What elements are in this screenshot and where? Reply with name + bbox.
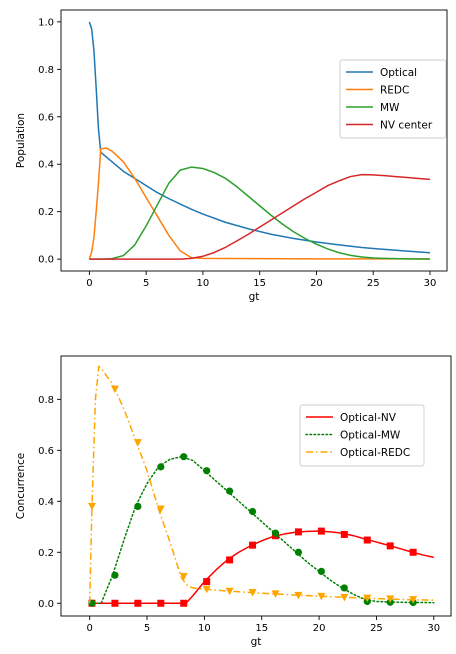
data-point-optical-nv bbox=[409, 548, 417, 556]
legend-label: Optical-NV bbox=[340, 412, 397, 424]
data-point-optical-redc bbox=[363, 594, 372, 603]
y-axis-label: Concurrence bbox=[15, 453, 27, 519]
data-point-optical-redc bbox=[317, 592, 326, 601]
y-tick-label: 0.4 bbox=[38, 160, 54, 171]
x-tick-label: 0 bbox=[86, 623, 92, 634]
series-line-mw bbox=[89, 166, 430, 260]
data-point-optical-nv bbox=[157, 599, 165, 607]
data-point-optical-nv bbox=[249, 541, 257, 549]
x-tick-label: 5 bbox=[144, 623, 150, 634]
x-tick-label: 5 bbox=[143, 278, 149, 289]
x-tick-label: 0 bbox=[86, 278, 92, 289]
data-point-optical-redc bbox=[248, 589, 257, 597]
x-tick-label: 20 bbox=[313, 623, 326, 634]
data-point-optical-redc bbox=[110, 385, 119, 394]
data-point-optical-nv bbox=[134, 599, 142, 607]
data-point-optical-mw bbox=[157, 463, 165, 471]
data-point-optical-nv bbox=[363, 536, 371, 544]
data-point-optical-mw bbox=[271, 529, 280, 537]
legend-label: MW bbox=[380, 102, 400, 114]
data-point-optical-nv bbox=[180, 599, 188, 607]
chart-2: 0 5 10 15 20 25 30 0.0 0.2 0.4 0.6 0.8 gt Concurrence… bbox=[15, 355, 452, 648]
legend: Optical REDC MW NV center bbox=[339, 59, 447, 139]
y-tick-label: 0.6 bbox=[38, 112, 54, 123]
x-tick-label: 25 bbox=[367, 278, 380, 289]
x-tick-label: 30 bbox=[427, 623, 440, 634]
data-point-optical-mw bbox=[294, 548, 303, 556]
data-point-optical-nv bbox=[294, 528, 302, 536]
data-point-optical-redc bbox=[202, 585, 211, 594]
data-point-optical-nv bbox=[226, 556, 234, 564]
x-axis-label: gt bbox=[249, 291, 260, 303]
series-line-redc bbox=[88, 147, 430, 260]
data-point-optical-mw bbox=[248, 507, 257, 516]
x-axis-label: gt bbox=[251, 636, 262, 648]
y-tick-label: 0.0 bbox=[38, 255, 54, 266]
data-point-optical-redc bbox=[340, 593, 349, 602]
data-point-optical-nv bbox=[111, 599, 119, 607]
legend-box bbox=[339, 59, 447, 139]
plot-frame bbox=[60, 9, 448, 272]
legend-label: NV center bbox=[380, 120, 433, 132]
y-tick-label: 0.8 bbox=[38, 395, 54, 406]
data-point-optical-mw bbox=[134, 502, 142, 510]
x-tick-label: 10 bbox=[197, 278, 210, 289]
series-line-optical-nv bbox=[89, 530, 434, 604]
data-point-optical-nv bbox=[340, 530, 348, 538]
data-point-optical-redc bbox=[271, 590, 280, 598]
y-tick-label: 1.0 bbox=[38, 17, 54, 28]
data-point-optical-mw bbox=[111, 571, 119, 579]
y-tick-label: 0.0 bbox=[38, 599, 54, 610]
y-tick-label: 0.2 bbox=[38, 207, 54, 218]
x-tick-label: 10 bbox=[198, 623, 211, 634]
x-tick-label: 15 bbox=[253, 278, 266, 289]
x-tick-label: 25 bbox=[370, 623, 383, 634]
data-point-optical-mw bbox=[340, 584, 348, 592]
y-tick-label: 0.8 bbox=[38, 65, 54, 76]
legend-label: Optical-MW bbox=[340, 430, 401, 442]
data-point-optical-mw bbox=[226, 487, 234, 495]
y-tick-label: 0.4 bbox=[38, 497, 54, 508]
y-tick-label: 0.6 bbox=[38, 446, 54, 457]
y-tick-label: 0.2 bbox=[38, 548, 54, 559]
x-tick-label: 15 bbox=[255, 623, 268, 634]
data-point-optical-redc bbox=[156, 505, 165, 513]
plot-frame bbox=[60, 355, 452, 617]
data-point-optical-nv bbox=[386, 542, 394, 550]
legend-label: Optical-REDC bbox=[340, 447, 410, 459]
data-point-optical-mw bbox=[317, 567, 325, 575]
data-point-optical-redc bbox=[225, 587, 234, 596]
x-tick-label: 30 bbox=[424, 278, 437, 289]
data-point-optical-redc bbox=[409, 596, 418, 604]
data-point-optical-redc bbox=[386, 595, 395, 603]
data-point-optical-mw bbox=[180, 453, 188, 461]
series-line-optical-redc bbox=[88, 365, 434, 604]
data-point-optical-redc bbox=[133, 439, 142, 447]
legend-label: Optical bbox=[380, 67, 417, 79]
data-point-optical-nv bbox=[203, 578, 211, 586]
data-point-optical-nv bbox=[317, 527, 325, 535]
legend-label: REDC bbox=[380, 85, 409, 97]
x-tick-label: 20 bbox=[310, 278, 323, 289]
legend-box bbox=[299, 404, 425, 467]
series-line-optical bbox=[88, 21, 431, 254]
series-line-optical-mw bbox=[88, 455, 435, 604]
data-point-optical-redc bbox=[87, 502, 96, 511]
chart-1: 0 5 10 15 20 25 30 0.0 0.2 0.4 0.6 0.8 1.0 gt Populati… bbox=[15, 9, 448, 303]
series-line-nv-center bbox=[89, 173, 431, 260]
data-point-optical-redc bbox=[294, 591, 303, 600]
data-point-optical-redc bbox=[179, 572, 188, 581]
y-axis-label: Population bbox=[15, 113, 27, 168]
legend: Optical-NV Optical-MW Optical-REDC bbox=[299, 404, 425, 467]
data-point-optical-mw bbox=[203, 467, 211, 475]
